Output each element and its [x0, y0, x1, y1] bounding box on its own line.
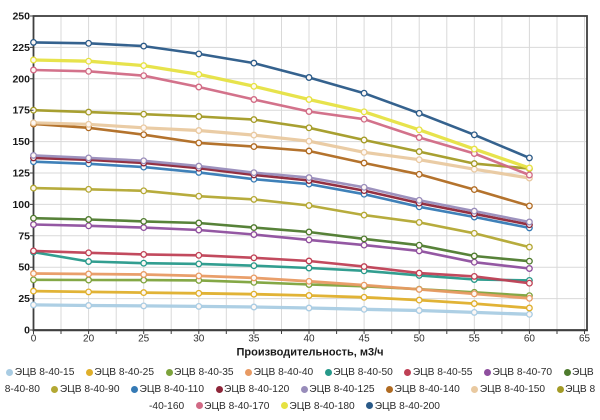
svg-text:150: 150	[12, 136, 30, 148]
svg-text:125: 125	[12, 168, 30, 180]
svg-text:225: 225	[12, 42, 30, 54]
svg-text:55: 55	[469, 334, 481, 345]
svg-text:45: 45	[359, 334, 371, 345]
svg-text:250: 250	[12, 11, 30, 23]
svg-text:40: 40	[303, 334, 315, 345]
svg-text:200: 200	[12, 73, 30, 85]
svg-text:25: 25	[18, 293, 30, 305]
svg-text:50: 50	[18, 262, 30, 274]
svg-text:175: 175	[12, 105, 30, 117]
svg-text:0: 0	[31, 334, 37, 345]
svg-text:0: 0	[24, 325, 30, 337]
svg-text:65: 65	[579, 334, 591, 345]
svg-text:100: 100	[12, 199, 30, 211]
svg-text:25: 25	[138, 334, 150, 345]
svg-text:30: 30	[193, 334, 205, 345]
svg-text:20: 20	[83, 334, 95, 345]
svg-text:60: 60	[524, 334, 536, 345]
svg-text:35: 35	[248, 334, 260, 345]
svg-text:75: 75	[18, 230, 30, 242]
svg-text:Производительность, м3/ч: Производительность, м3/ч	[236, 347, 383, 359]
svg-text:50: 50	[414, 334, 426, 345]
